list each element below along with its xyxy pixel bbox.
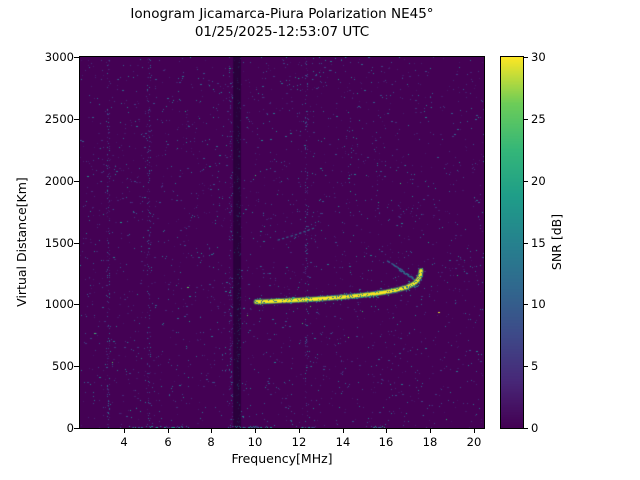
chart-subtitle: 01/25/2025-12:53:07 UTC: [194, 24, 370, 40]
y-tick-mark: [74, 243, 79, 244]
colorbar-tick-mark: [524, 243, 528, 244]
colorbar-tick-label: 30: [531, 50, 546, 64]
colorbar-tick-mark: [524, 428, 528, 429]
y-tick-mark: [74, 181, 79, 182]
y-tick-mark: [74, 304, 79, 305]
x-tick-label: 10: [247, 435, 263, 449]
x-tick-mark: [211, 429, 212, 433]
x-tick-label: 6: [164, 435, 172, 449]
y-axis-label: Virtual Distance[Km]: [14, 177, 29, 307]
colorbar-tick-label: 10: [531, 297, 546, 311]
colorbar-tick-label: 25: [531, 112, 546, 126]
y-tick-label: 2000: [44, 174, 74, 188]
plot-frame: [79, 56, 485, 429]
y-tick-label: 0: [66, 421, 74, 435]
x-tick-label: 12: [291, 435, 307, 449]
colorbar-tick-mark: [524, 57, 528, 58]
x-tick-mark: [343, 429, 344, 433]
y-tick-label: 1500: [44, 236, 74, 250]
x-tick-mark: [386, 429, 387, 433]
colorbar-tick-label: 5: [531, 359, 539, 373]
x-tick-mark: [255, 429, 256, 433]
y-tick-mark: [74, 119, 79, 120]
colorbar-tick-mark: [524, 366, 528, 367]
x-axis-label: Frequency[MHz]: [231, 451, 333, 466]
colorbar-tick-mark: [524, 181, 528, 182]
colorbar-tick-mark: [524, 304, 528, 305]
x-tick-mark: [474, 429, 475, 433]
x-tick-label: 14: [335, 435, 351, 449]
x-tick-label: 16: [378, 435, 394, 449]
colorbar-frame: [500, 56, 524, 429]
y-tick-mark: [74, 366, 79, 367]
y-tick-mark: [74, 428, 79, 429]
y-tick-label: 1000: [44, 297, 74, 311]
x-tick-label: 20: [466, 435, 482, 449]
x-tick-label: 18: [422, 435, 438, 449]
x-tick-label: 8: [207, 435, 215, 449]
x-tick-mark: [124, 429, 125, 433]
y-tick-label: 500: [52, 359, 74, 373]
y-tick-mark: [74, 57, 79, 58]
x-tick-mark: [430, 429, 431, 433]
chart-title: Ionogram Jicamarca-Piura Polarization NE…: [130, 6, 434, 22]
x-tick-mark: [299, 429, 300, 433]
colorbar-gradient: [501, 57, 523, 428]
colorbar-tick-label: 0: [531, 421, 539, 435]
y-tick-label: 2500: [44, 112, 74, 126]
ionogram-heatmap: [80, 57, 484, 428]
x-tick-mark: [168, 429, 169, 433]
colorbar-tick-mark: [524, 119, 528, 120]
colorbar-tick-label: 15: [531, 236, 546, 250]
colorbar-tick-label: 20: [531, 174, 546, 188]
x-tick-label: 4: [120, 435, 128, 449]
y-tick-label: 3000: [44, 50, 74, 64]
